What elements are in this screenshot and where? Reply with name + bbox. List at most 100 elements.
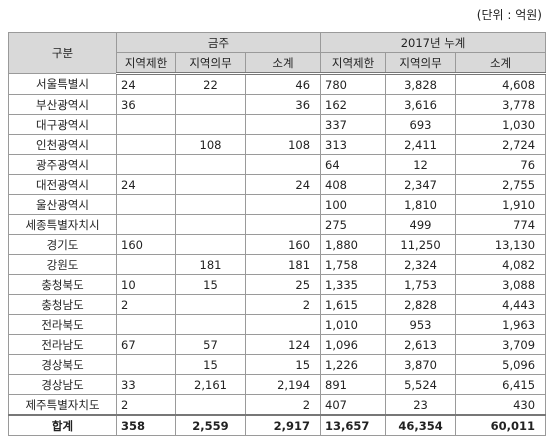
table-cell: [175, 194, 246, 215]
table-cell: 15: [175, 354, 246, 375]
table-row: 대전광역시 24 24 408 2,347 2,755: [8, 174, 547, 195]
unit-note: (단위 : 억원): [476, 8, 542, 22]
table-cell: 67: [116, 334, 176, 355]
table-cell: 46: [244, 73, 322, 95]
table-cell: [175, 234, 246, 255]
table-cell: 10: [116, 274, 176, 295]
row-label: 경상북도: [8, 354, 117, 375]
table-row: 경상남도 33 2,161 2,194 891 5,524 6,415: [8, 374, 547, 395]
table-cell: [175, 94, 246, 115]
row-label: 울산광역시: [8, 194, 117, 215]
table-cell: 24: [116, 174, 176, 195]
table-cell: [175, 294, 246, 315]
row-label: 경상남도: [8, 374, 117, 395]
table-cell: [175, 154, 246, 175]
sub-header: 소계: [455, 52, 547, 75]
table-cell: 46,354: [385, 414, 457, 436]
table-cell: 2,828: [385, 294, 457, 315]
table-cell: 407: [320, 394, 387, 416]
table-cell: [116, 214, 176, 235]
table-cell: 2,324: [385, 254, 457, 275]
table-row: 대구광역시 337 693 1,030: [8, 114, 547, 135]
table-cell: 160: [116, 234, 176, 255]
table-cell: 162: [320, 94, 387, 115]
table-cell: 1,963: [455, 314, 547, 335]
table-row: 부산광역시 36 36 162 3,616 3,778: [8, 94, 547, 115]
table-cell: 160: [244, 234, 322, 255]
table-cell: 693: [385, 114, 457, 135]
table-cell: 1,335: [320, 274, 387, 295]
table-cell: [116, 354, 176, 375]
table-cell: 15: [244, 354, 322, 375]
table-cell: 774: [455, 214, 547, 235]
table-cell: 76: [455, 154, 547, 175]
row-label: 부산광역시: [8, 94, 117, 115]
table-cell: [116, 154, 176, 175]
table-row: 충청북도 10 15 25 1,335 1,753 3,088: [8, 274, 547, 295]
table-cell: 2: [244, 294, 322, 315]
table-cell: 24: [244, 174, 322, 195]
table-cell: 1,910: [455, 194, 547, 215]
table-cell: [116, 134, 176, 155]
table-cell: 5,524: [385, 374, 457, 395]
table-cell: 25: [244, 274, 322, 295]
sub-header: 지역의무: [385, 52, 457, 75]
table-cell: 2,411: [385, 134, 457, 155]
table-cell: 108: [244, 134, 322, 155]
table-cell: 100: [320, 194, 387, 215]
table-row: 제주특별자치도 2 2 407 23 430: [8, 394, 547, 416]
data-table: 구분 금주 2017년 누계 지역제한 지역의무 소계 지역제한 지역의무 소계 서울특별…: [8, 32, 547, 436]
table-cell: 15: [175, 274, 246, 295]
table-cell: 2,347: [385, 174, 457, 195]
table-cell: 1,880: [320, 234, 387, 255]
table-cell: 337: [320, 114, 387, 135]
table-cell: [175, 314, 246, 335]
table-cell: 1,615: [320, 294, 387, 315]
table-cell: 23: [385, 394, 457, 416]
table-cell: 2,194: [244, 374, 322, 395]
table-cell: 1,810: [385, 194, 457, 215]
table-cell: 430: [455, 394, 547, 416]
table-cell: 2,559: [175, 414, 246, 436]
table-cell: 4,608: [455, 73, 547, 95]
table-cell: [116, 194, 176, 215]
table-cell: 181: [244, 254, 322, 275]
table-cell: 2: [244, 394, 322, 416]
row-label: 합계: [8, 414, 117, 436]
table-cell: 1,010: [320, 314, 387, 335]
table-cell: 5,096: [455, 354, 547, 375]
table-row: 울산광역시 100 1,810 1,910: [8, 194, 547, 215]
table-cell: 1,226: [320, 354, 387, 375]
table-cell: 313: [320, 134, 387, 155]
table-cell: 6,415: [455, 374, 547, 395]
table-cell: 36: [116, 94, 176, 115]
table-cell: 2,724: [455, 134, 547, 155]
table-cell: 1,030: [455, 114, 547, 135]
row-label: 제주특별자치도: [8, 394, 117, 416]
row-label: 강원도: [8, 254, 117, 275]
sub-header: 지역제한: [320, 52, 387, 75]
table-cell: 24: [116, 73, 176, 95]
row-label: 광주광역시: [8, 154, 117, 175]
table-cell: 108: [175, 134, 246, 155]
table-cell: [175, 114, 246, 135]
table-row: 세종특별자치시 275 499 774: [8, 214, 547, 235]
group-header: 금주: [115, 32, 322, 53]
row-label: 전라남도: [8, 334, 117, 355]
row-label: 충청북도: [8, 274, 117, 295]
table-cell: [244, 314, 322, 335]
table-row: 경상북도 15 15 1,226 3,870 5,096: [8, 354, 547, 375]
row-label: 인천광역시: [8, 134, 117, 155]
table-cell: 11,250: [385, 234, 457, 255]
table-cell: [244, 114, 322, 135]
table-cell: 33: [116, 374, 176, 395]
table-cell: [175, 394, 246, 416]
table-row: 전라북도 1,010 953 1,963: [8, 314, 547, 335]
table-cell: 3,870: [385, 354, 457, 375]
table-cell: 2,917: [244, 414, 322, 436]
table-cell: 2: [116, 394, 176, 416]
table-cell: 13,130: [455, 234, 547, 255]
table-cell: 181: [175, 254, 246, 275]
table-row: 전라남도 67 57 124 1,096 2,613 3,709: [8, 334, 547, 355]
